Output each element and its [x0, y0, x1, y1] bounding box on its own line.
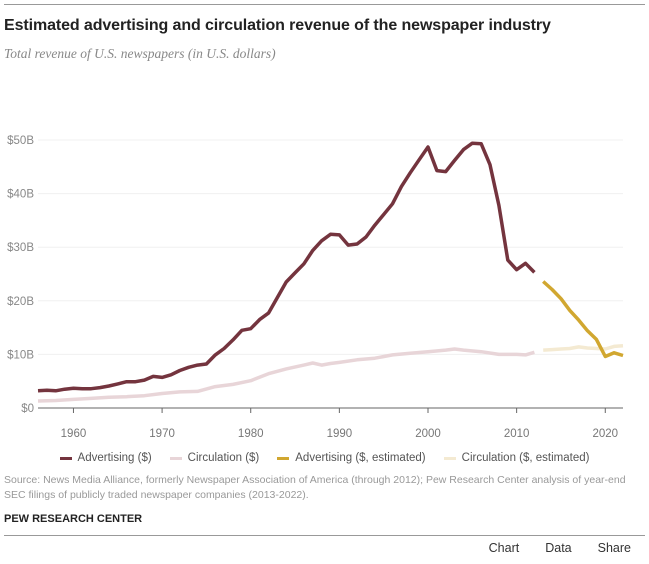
line-chart: $0 $10B $20B $30B $40B $50B 1960 1970 1980 1990 2… — [7, 135, 624, 440]
legend-label: Advertising ($, estimated) — [295, 452, 426, 464]
source-note: Source: News Media Alliance, formerly Ne… — [4, 474, 626, 501]
x-tick-label: 2000 — [415, 428, 441, 440]
legend-label: Circulation ($, estimated) — [461, 452, 590, 464]
legend-swatch — [277, 456, 290, 460]
brand-label: PEW RESEARCH CENTER — [4, 513, 143, 525]
tab-data[interactable]: Data — [545, 541, 572, 555]
legend-item-advertising: Advertising ($) — [59, 452, 152, 464]
legend-swatch — [59, 456, 72, 460]
x-tick-label: 1970 — [149, 428, 175, 440]
y-tick-label: $40B — [7, 189, 34, 201]
legend-label: Circulation ($) — [187, 452, 260, 464]
series-line-advertising-estimated — [542, 280, 624, 359]
legend: Advertising ($) Circulation ($) Advertis… — [0, 452, 649, 464]
y-tick-label: $20B — [7, 296, 34, 308]
legend-swatch — [169, 456, 182, 460]
legend-item-advertising-estimated: Advertising ($, estimated) — [277, 452, 426, 464]
series-line-circulation — [37, 347, 535, 403]
chart-title: Estimated advertising and circulation re… — [4, 17, 551, 34]
y-tick-label: $0 — [21, 403, 34, 415]
series-lines — [37, 141, 624, 403]
tab-share[interactable]: Share — [597, 541, 631, 555]
x-tick-label: 2020 — [592, 428, 618, 440]
series-line-circulation-estimated — [543, 344, 624, 352]
y-tick-label: $10B — [7, 349, 34, 361]
gridlines — [38, 139, 623, 355]
legend-swatch — [443, 456, 456, 460]
y-axis: $0 $10B $20B $30B $40B $50B — [7, 135, 34, 415]
x-tick-label: 1990 — [327, 428, 353, 440]
legend-label: Advertising ($) — [77, 452, 152, 464]
bottom-divider — [4, 535, 645, 536]
series-line-advertising — [37, 141, 536, 393]
x-tick-label: 1960 — [61, 428, 87, 440]
x-tick-label: 1980 — [238, 428, 264, 440]
top-divider — [4, 4, 645, 5]
legend-item-circulation: Circulation ($) — [169, 452, 260, 464]
y-tick-label: $50B — [7, 135, 34, 147]
legend-item-circulation-estimated: Circulation ($, estimated) — [443, 452, 590, 464]
tab-chart[interactable]: Chart — [488, 541, 520, 555]
x-axis: 1960 1970 1980 1990 2000 2010 2020 — [38, 407, 623, 440]
chart-subtitle: Total revenue of U.S. newspapers (in U.S… — [4, 46, 276, 61]
y-tick-label: $30B — [7, 242, 34, 254]
x-tick-label: 2010 — [504, 428, 530, 440]
view-tabs: Chart Data Share — [489, 541, 631, 555]
